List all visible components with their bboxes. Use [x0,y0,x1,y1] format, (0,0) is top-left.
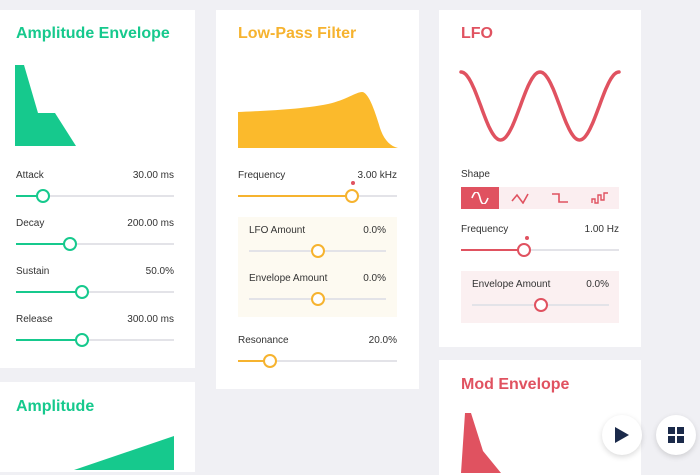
lfo-title: LFO [461,25,493,42]
filter-frequency-mod-dot [351,181,355,185]
mod-envelope-card: Mod Envelope [439,360,641,475]
lfo-shape-sine[interactable] [461,187,499,209]
lfo-card: LFO Shape Frequency 1.00 Hz Envelope Amo… [439,10,641,347]
lfo-envelope-amount-thumb[interactable] [533,298,548,312]
lfo-modulation-panel: Envelope Amount 0.0% [461,271,619,323]
lfo-shape-square[interactable] [541,187,579,209]
amp-sustain-thumb[interactable] [75,285,90,299]
filter-frequency-value: 3.00 kHz [357,170,397,181]
lfo-frequency-slider[interactable] [461,243,619,257]
amp-param-label: Attack [16,170,44,181]
lfo-shape-selector [461,187,619,209]
lfo-shape-random[interactable] [581,187,619,209]
random-icon [591,192,608,204]
filter-resonance-label: Resonance [238,335,289,346]
filter-lfo-amount-thumb[interactable] [310,244,325,258]
play-button[interactable] [602,415,642,455]
lfo-frequency-mod-dot [525,236,529,240]
low-pass-filter-card: Low-Pass Filter Frequency 3.00 kHz LFO A… [216,10,419,389]
grid-icon [668,427,684,443]
filter-lfo-amount-slider[interactable] [249,244,386,258]
lfo-envelope-amount-slider[interactable] [472,298,609,312]
amp-param-value: 50.0% [145,266,174,277]
filter-envelope-amount-label: Envelope Amount [249,273,328,284]
filter-response-graph [238,92,398,148]
amp-sustain-slider[interactable] [16,285,174,299]
amp-decay-slider[interactable] [16,237,174,251]
amplitude-envelope-graph [15,65,76,146]
filter-resonance-thumb[interactable] [262,354,277,368]
triangle-icon [511,193,529,204]
amp-param-value: 200.00 ms [127,218,174,229]
lfo-shape-triangle[interactable] [501,187,539,209]
amplitude-card: Amplitude [0,382,195,472]
amp-decay-thumb[interactable] [62,237,77,251]
lfo-frequency-label: Frequency [461,224,509,235]
amp-param-label: Decay [16,218,45,229]
amp-param-label: Sustain [16,266,50,277]
low-pass-filter-title: Low-Pass Filter [238,25,357,42]
filter-resonance-slider[interactable] [238,354,397,368]
amp-param-value: 300.00 ms [127,314,174,325]
amp-attack-thumb[interactable] [35,189,50,203]
amp-param-label: Release [16,314,53,325]
lfo-frequency-thumb[interactable] [517,243,532,257]
amp-param-value: 30.00 ms [132,170,174,181]
mod-envelope-graph [461,413,501,473]
filter-envelope-amount-slider[interactable] [249,292,386,306]
amplitude-envelope-card: Amplitude Envelope Attack 30.00 ms Decay 20… [0,10,195,368]
lfo-frequency-value: 1.00 Hz [584,224,619,235]
lfo-waveform-graph [459,70,621,142]
filter-frequency-label: Frequency [238,170,286,181]
square-icon [552,193,568,203]
amp-release-slider[interactable] [16,333,174,347]
grid-menu-button[interactable] [656,415,696,455]
filter-frequency-thumb[interactable] [345,189,360,203]
filter-frequency-slider[interactable] [238,189,397,203]
amp-attack-slider[interactable] [16,189,174,203]
lfo-envelope-amount-value: 0.0% [586,279,609,290]
amplitude-graph [74,436,174,470]
amplitude-title: Amplitude [16,398,95,415]
amp-release-thumb[interactable] [75,333,90,347]
play-icon [615,427,629,443]
lfo-shape-label-text: Shape [461,169,490,180]
mod-envelope-title: Mod Envelope [461,376,570,393]
filter-lfo-amount-label: LFO Amount [249,225,306,236]
sine-icon [471,192,489,204]
lfo-envelope-amount-label: Envelope Amount [472,279,551,290]
filter-envelope-amount-thumb[interactable] [310,292,325,306]
filter-envelope-amount-value: 0.0% [363,273,386,284]
filter-lfo-amount-value: 0.0% [363,225,386,236]
filter-modulation-panel: LFO Amount 0.0% Envelope Amount 0.0% [238,217,397,317]
amplitude-envelope-title: Amplitude Envelope [16,25,170,42]
filter-resonance-value: 20.0% [368,335,397,346]
